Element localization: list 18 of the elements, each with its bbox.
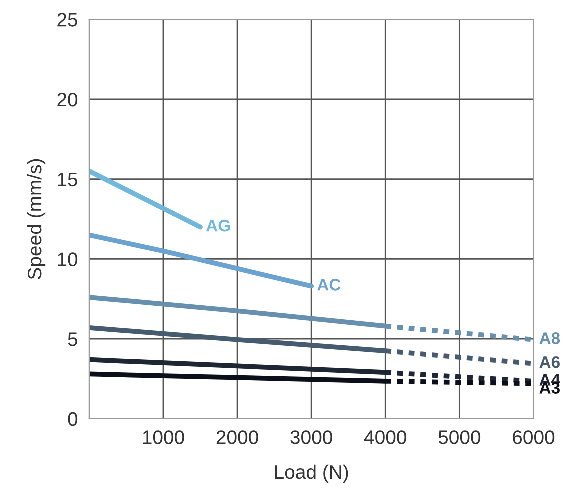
y-tick-label: 20 (58, 92, 78, 107)
y-tick-label: 10 (58, 252, 78, 266)
series-label: AC (318, 279, 341, 291)
x-tick-label: 6000 (513, 430, 555, 444)
x-axis-title: Load (N) (275, 464, 348, 483)
y-tick-label: 5 (68, 332, 78, 346)
x-tick-label: 5000 (438, 430, 481, 444)
x-tick-label: 1000 (143, 430, 184, 444)
x-tick-label: 2000 (216, 430, 258, 444)
y-axis-title: Speed (mm/s) (27, 159, 46, 280)
series-label: A6 (540, 356, 560, 368)
y-tick-label: 25 (58, 13, 78, 27)
x-tick-label: 4000 (364, 430, 406, 444)
x-tick-label: 3000 (290, 430, 332, 444)
y-tick-label: 0 (68, 412, 78, 426)
series-label: AG (206, 220, 230, 232)
y-tick-label: 15 (58, 173, 78, 187)
series-label: A8 (540, 332, 560, 344)
